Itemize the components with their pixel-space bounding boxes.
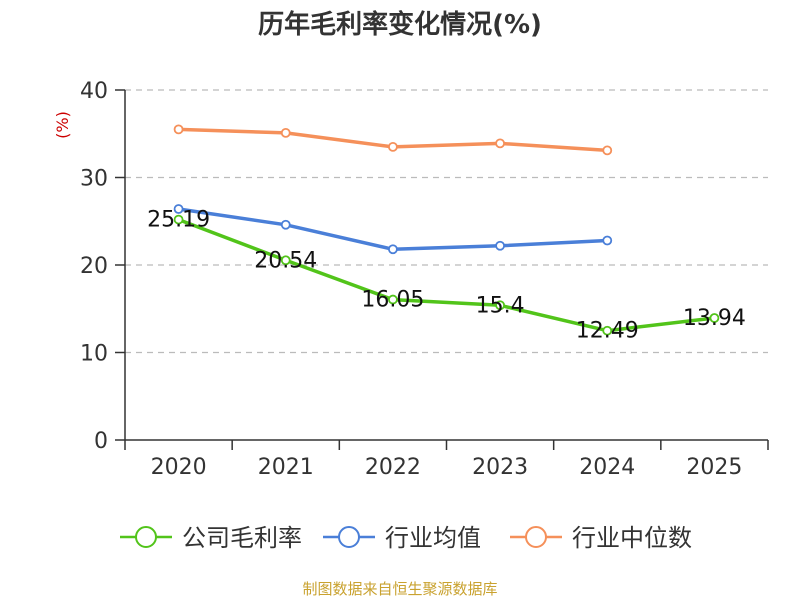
series-2-point: [602, 145, 613, 156]
y-axis-unit: (%): [53, 111, 72, 139]
x-tick-label: 2020: [151, 455, 207, 480]
series-0-point: [280, 255, 291, 266]
series-1-point: [495, 240, 505, 251]
series-1-point: [602, 235, 613, 246]
y-tick-label: 20: [80, 254, 108, 279]
legend-label-2: 行业中位数: [572, 524, 692, 552]
series-1-point: [173, 204, 184, 214]
series-2-point: [388, 141, 398, 152]
series-0-point: [602, 325, 613, 336]
data-labels: 25.19 20.54 16.05 15.4 12.49 13.94: [147, 208, 746, 344]
data-label: 25.19: [147, 208, 210, 233]
data-label: 16.05: [361, 288, 424, 313]
y-tick-label: 30: [80, 167, 108, 192]
legend-label-0: 公司毛利率: [182, 524, 302, 552]
gridlines: [125, 89, 768, 354]
legend: 公司毛利率 行业均值 行业中位数: [120, 524, 692, 552]
series-2-point: [280, 127, 291, 138]
series-line-0: [176, 217, 717, 333]
data-label: 15.4: [476, 293, 525, 318]
series-0-point: [495, 300, 505, 311]
legend-marker-2: [525, 526, 547, 548]
y-tick-label: 10: [80, 342, 108, 367]
data-label: 20.54: [254, 248, 317, 273]
y-tick-label: 40: [80, 79, 108, 104]
series-0-point: [388, 294, 398, 305]
series-1-point: [280, 219, 291, 230]
series-2-point: [173, 124, 184, 135]
chart-title: 历年毛利率变化情况(%): [258, 9, 542, 40]
series-0-point: [173, 214, 184, 225]
series-1-point: [388, 244, 398, 255]
data-label: 12.49: [576, 319, 639, 344]
legend-label-1: 行业均值: [385, 524, 481, 552]
series-0-point: [709, 313, 720, 323]
axes: 0 10 20 30 40 2020 2021 2022 2023 2024 2025: [80, 79, 769, 480]
series-2-point: [495, 138, 505, 149]
x-tick-label: 2021: [258, 455, 314, 480]
legend-marker-1: [338, 526, 360, 548]
x-tick-label: 2024: [579, 455, 635, 480]
legend-marker-0: [135, 526, 157, 548]
source-note: 制图数据来自恒生聚源数据库: [302, 580, 497, 598]
x-tick-label: 2025: [686, 455, 742, 480]
x-tick-label: 2022: [365, 455, 421, 480]
x-tick-label: 2023: [472, 455, 528, 480]
series-group: [173, 124, 720, 336]
data-label: 13.94: [683, 306, 746, 331]
y-tick-label: 0: [94, 429, 108, 454]
